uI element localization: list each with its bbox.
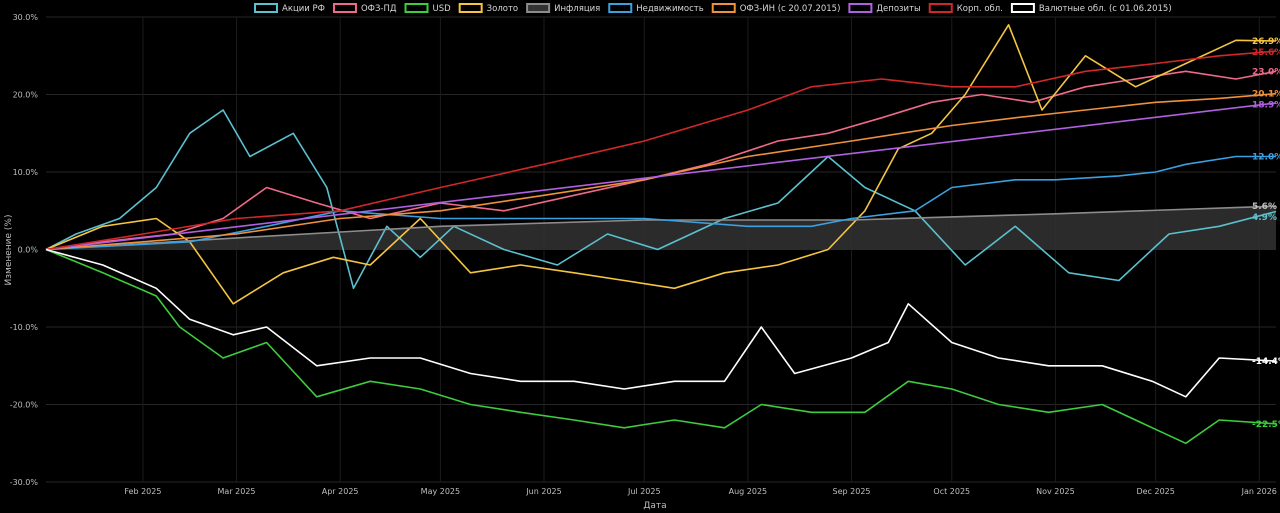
x-tick-label: May 2025 [421,487,460,496]
legend-label: ОФЗ-ПД [361,4,397,14]
end-value-label: 25.6% [1252,48,1280,58]
legend-swatch [711,3,736,13]
legend-swatch [526,3,551,13]
x-axis-ticks: Feb 2025 Mar 2025 Apr 2025 May 2025 Jun 2025… [124,487,1277,496]
y-tick-label: -30.0% [10,478,39,487]
x-tick-label: Mar 2025 [218,487,256,496]
legend-label: Золото [487,4,518,14]
x-tick-label: Aug 2025 [729,487,768,496]
y-axis-title: Изменение (%) [4,215,14,286]
series-акции-рф-line [45,109,1277,290]
legend-label: Акции РФ [282,4,325,14]
series-корп-обл-line [45,50,1277,251]
end-value-label: 18.9% [1252,101,1280,111]
x-tick-label: Dec 2025 [1136,487,1174,496]
legend-swatch [848,3,873,13]
x-tick-label: Jan 2026 [1241,487,1277,496]
end-value-label: 23.0% [1252,67,1280,77]
x-tick-label: Nov 2025 [1036,487,1075,496]
series-usd-line [45,248,1277,445]
legend-label: Депозиты [876,4,920,14]
end-value-label: 26.9% [1252,37,1280,47]
y-tick-label: 30.0% [13,13,39,22]
x-tick-label: Apr 2025 [322,487,359,496]
legend-label: Корп. обл. [957,4,1003,14]
series-золото-line [45,24,1277,305]
y-tick-label: 0.0% [18,246,39,255]
end-value-label: 5.6% [1252,202,1277,212]
end-value-label: 20.1% [1252,90,1280,100]
x-tick-label: Feb 2025 [124,487,161,496]
x-tick-label: Jun 2025 [525,487,561,496]
legend-label: USD [433,4,452,14]
series-инфляция-line [45,205,1277,251]
x-tick-label: Jul 2025 [627,487,661,496]
series-валютные-обл-с-01-06-2015-line [45,248,1277,398]
end-value-label: -22.5% [1252,420,1280,430]
y-tick-label: 10.0% [13,168,39,177]
y-tick-label: -10.0% [10,323,39,332]
x-tick-label: Sep 2025 [833,487,871,496]
legend-swatch [332,3,357,13]
legend-label: Инфляция [554,4,600,14]
x-axis-title: Дата [643,501,666,511]
legend-swatch [254,3,278,13]
legend-swatch [928,3,953,13]
legend-label: Валютные обл. (с 01.06.2015) [1039,4,1172,14]
legend-label: ОФЗ-ИН (с 20.07.2015) [740,4,841,14]
y-tick-label: -20.0% [10,401,39,410]
legend-swatch [608,3,633,13]
series-офз-пд-line [45,70,1277,251]
end-labels: 26.9%25.6% 23.0% 20.1%18.9% 12.0% 5.6%4.9% -1… [1252,37,1280,430]
series-депозиты-line [45,102,1277,251]
legend: Акции РФ ОФЗ-ПД USD Золото Инфляция Недвижимо… [254,3,1172,14]
y-axis-ticks: 30.0% 20.0% 10.0% 0.0% -10.0% -20.0% -30.0% [10,13,39,487]
end-value-label: 12.0% [1252,153,1280,163]
legend-label: Недвижимость [636,4,703,14]
legend-swatch [404,3,429,13]
x-tick-label: Oct 2025 [933,487,970,496]
end-value-label: -14.4% [1252,357,1280,367]
legend-swatch [1010,3,1035,13]
end-value-label: 4.9% [1252,213,1277,223]
y-tick-label: 20.0% [13,91,39,100]
legend-swatch [458,3,483,13]
series-офз-ин-с-20-07-2015-line [45,92,1277,251]
series-lines [45,24,1277,445]
